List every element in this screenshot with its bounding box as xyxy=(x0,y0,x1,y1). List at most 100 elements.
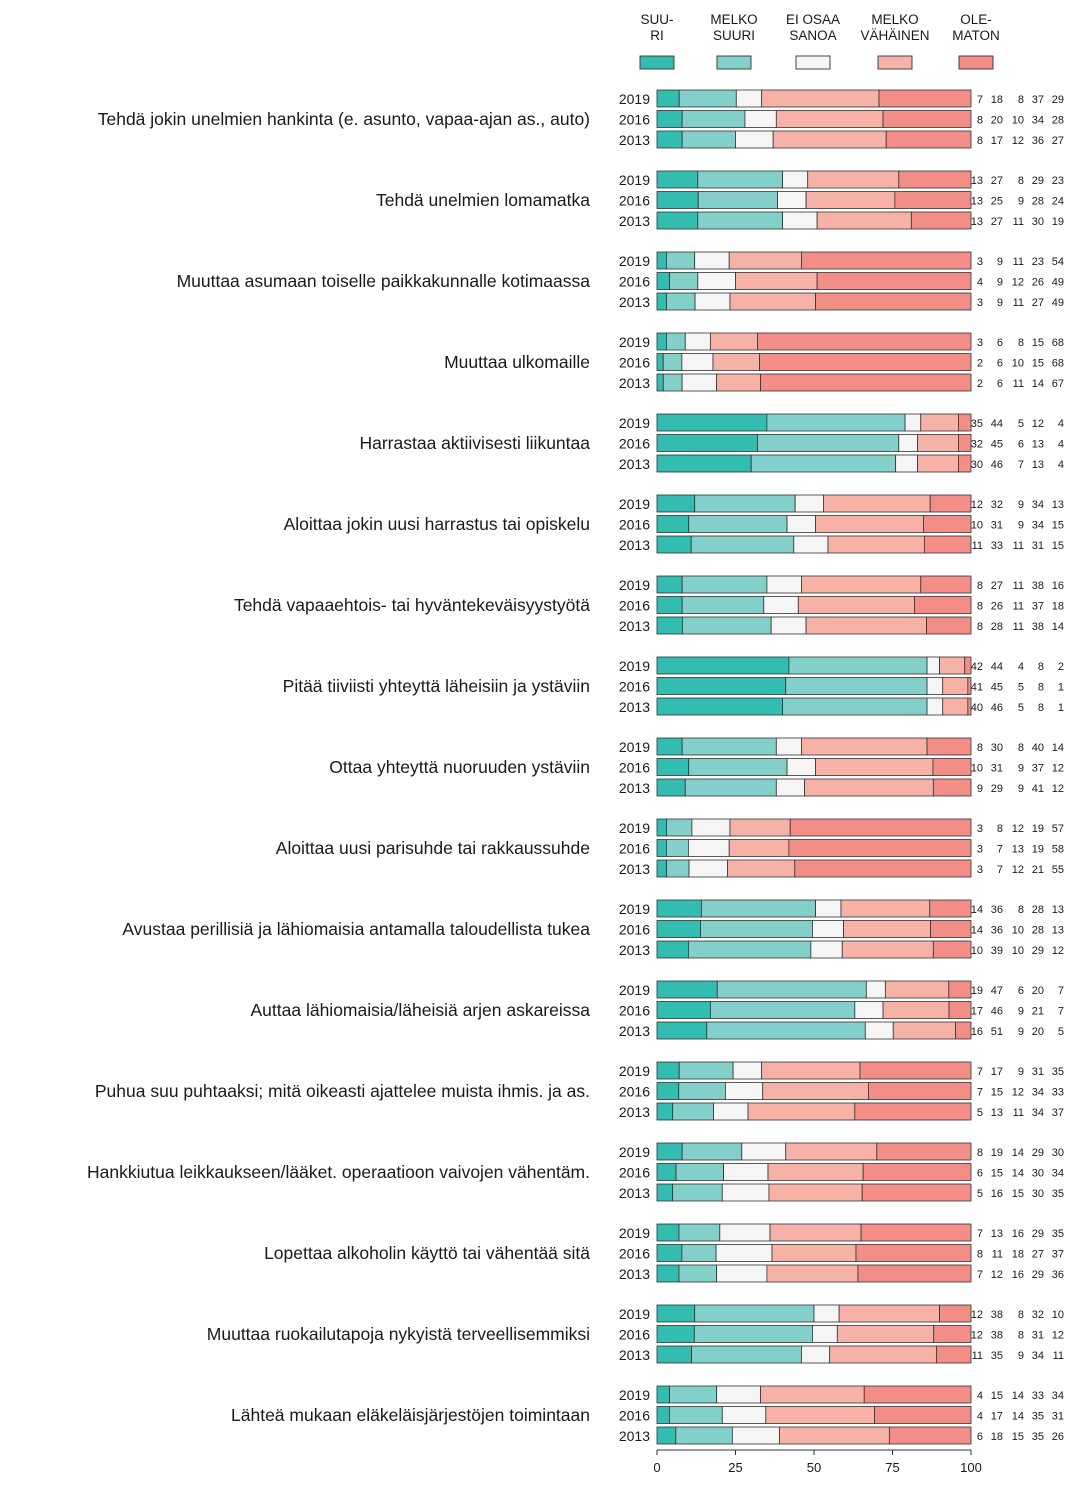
value-label: 9 xyxy=(1018,1066,1024,1078)
bar-segment xyxy=(719,1223,771,1242)
value-label: 30 xyxy=(1032,1188,1044,1200)
value-label: 47 xyxy=(991,985,1003,997)
bar-segment xyxy=(741,1142,787,1161)
year-label: 2019 xyxy=(619,982,650,998)
bar-segment xyxy=(859,1061,972,1080)
bar-segment xyxy=(678,1223,721,1242)
value-label: 8 xyxy=(977,135,983,147)
value-label: 38 xyxy=(991,1330,1003,1342)
group-muuttaa-asumaan-toiselle-paikkakunnalle-: Muuttaa asumaan toiselle paikkakunnalle … xyxy=(177,251,1064,311)
year-label: 2013 xyxy=(619,1104,650,1120)
bar-segment xyxy=(656,373,664,392)
value-label: 7 xyxy=(977,1066,983,1078)
bar-segment xyxy=(923,535,972,554)
bar-segment xyxy=(898,434,919,452)
value-label: 5 xyxy=(977,1107,983,1119)
value-label: 31 xyxy=(1032,1066,1044,1078)
value-label: 34 xyxy=(1052,1390,1064,1402)
bar-segment xyxy=(669,1385,718,1404)
value-label: 4 xyxy=(1058,418,1064,430)
bar-segment xyxy=(775,778,805,797)
value-label: 4 xyxy=(1058,439,1064,451)
bar-segment xyxy=(681,737,777,756)
bar-segment xyxy=(656,1385,670,1404)
value-label: 16 xyxy=(971,1026,983,1038)
value-label: 8 xyxy=(1038,682,1044,694)
legend-swatch xyxy=(716,55,752,70)
bar-segment xyxy=(805,616,927,635)
value-label: 14 xyxy=(1012,1147,1024,1159)
year-label: 2019 xyxy=(619,334,650,350)
value-label: 15 xyxy=(1032,337,1044,349)
group-lähteä-mukaan-eläkeläisjärjestöjen-toimi: Lähteä mukaan eläkeläisjärjestöjen toimi… xyxy=(231,1385,1064,1445)
x-tick-label: 50 xyxy=(807,1460,821,1475)
value-label: 15 xyxy=(991,1390,1003,1402)
bar-segment xyxy=(942,677,969,695)
bar-segment xyxy=(888,1426,972,1445)
bar-segment xyxy=(656,1102,674,1121)
bar-segment xyxy=(816,211,912,230)
bar-segment xyxy=(735,89,763,108)
bar-segment xyxy=(691,818,731,837)
value-label: 6 xyxy=(1018,985,1024,997)
bar-segment xyxy=(766,413,906,432)
year-label: 2016 xyxy=(619,1327,650,1343)
value-label: 1 xyxy=(1058,682,1064,694)
bar-segment xyxy=(656,616,683,635)
value-label: 5 xyxy=(1018,702,1024,714)
value-label: 15 xyxy=(1032,358,1044,370)
value-label: 4 xyxy=(977,277,983,289)
bar-segment xyxy=(868,1082,972,1100)
value-label: 14 xyxy=(971,925,983,937)
value-label: 29 xyxy=(991,783,1003,795)
year-label: 2019 xyxy=(619,1063,650,1079)
value-label: 31 xyxy=(1052,1411,1064,1423)
value-label: 34 xyxy=(1032,1350,1044,1362)
value-label: 8 xyxy=(1018,94,1024,106)
value-label: 38 xyxy=(991,1309,1003,1321)
bar-segment xyxy=(882,1001,950,1019)
value-label: 20 xyxy=(1032,985,1044,997)
value-label: 26 xyxy=(991,601,1003,613)
category-label: Lopettaa alkoholin käyttö tai vähentää s… xyxy=(264,1243,590,1263)
value-label: 3 xyxy=(977,297,983,309)
year-label: 2019 xyxy=(619,658,650,674)
bar-segment xyxy=(735,272,818,290)
bar-segment xyxy=(815,758,934,776)
value-label: 8 xyxy=(977,742,983,754)
bar-segment xyxy=(789,818,972,837)
value-label: 5 xyxy=(1018,418,1024,430)
year-label: 2019 xyxy=(619,496,650,512)
bar-segment xyxy=(669,272,699,290)
value-label: 15 xyxy=(991,1168,1003,1180)
bar-segment xyxy=(793,535,829,554)
value-label: 36 xyxy=(991,925,1003,937)
value-label: 9 xyxy=(1018,1026,1024,1038)
value-label: 29 xyxy=(1032,1147,1044,1159)
value-label: 32 xyxy=(971,439,983,451)
bar-segment xyxy=(801,1345,831,1364)
year-label: 2013 xyxy=(619,456,650,472)
x-axis: 0 25 50 75 100 xyxy=(653,1449,982,1475)
x-tick-label: 25 xyxy=(728,1460,742,1475)
bar-segment xyxy=(656,697,783,716)
year-label: 2013 xyxy=(619,1266,650,1282)
year-label: 2016 xyxy=(619,1084,650,1100)
bar-segment xyxy=(729,292,816,311)
year-label: 2019 xyxy=(619,1144,650,1160)
value-label: 20 xyxy=(991,115,1003,127)
bar-segment xyxy=(910,211,972,230)
bar-segment xyxy=(690,535,795,554)
value-label: 4 xyxy=(977,1411,983,1423)
bar-segment xyxy=(914,596,972,614)
category-label: Aloittaa jokin uusi harrastus tai opiske… xyxy=(284,514,590,534)
value-label: 5 xyxy=(1018,682,1024,694)
bar-segment xyxy=(788,839,972,857)
bar-segment xyxy=(656,940,689,959)
bar-segment xyxy=(884,980,950,999)
value-label: 6 xyxy=(997,358,1003,370)
value-label: 17 xyxy=(991,135,1003,147)
group-avustaa-perillisiä-ja-lähiomaisia-antama: Avustaa perillisiä ja lähiomaisia antama… xyxy=(122,899,1064,959)
bar-segment xyxy=(666,839,689,857)
